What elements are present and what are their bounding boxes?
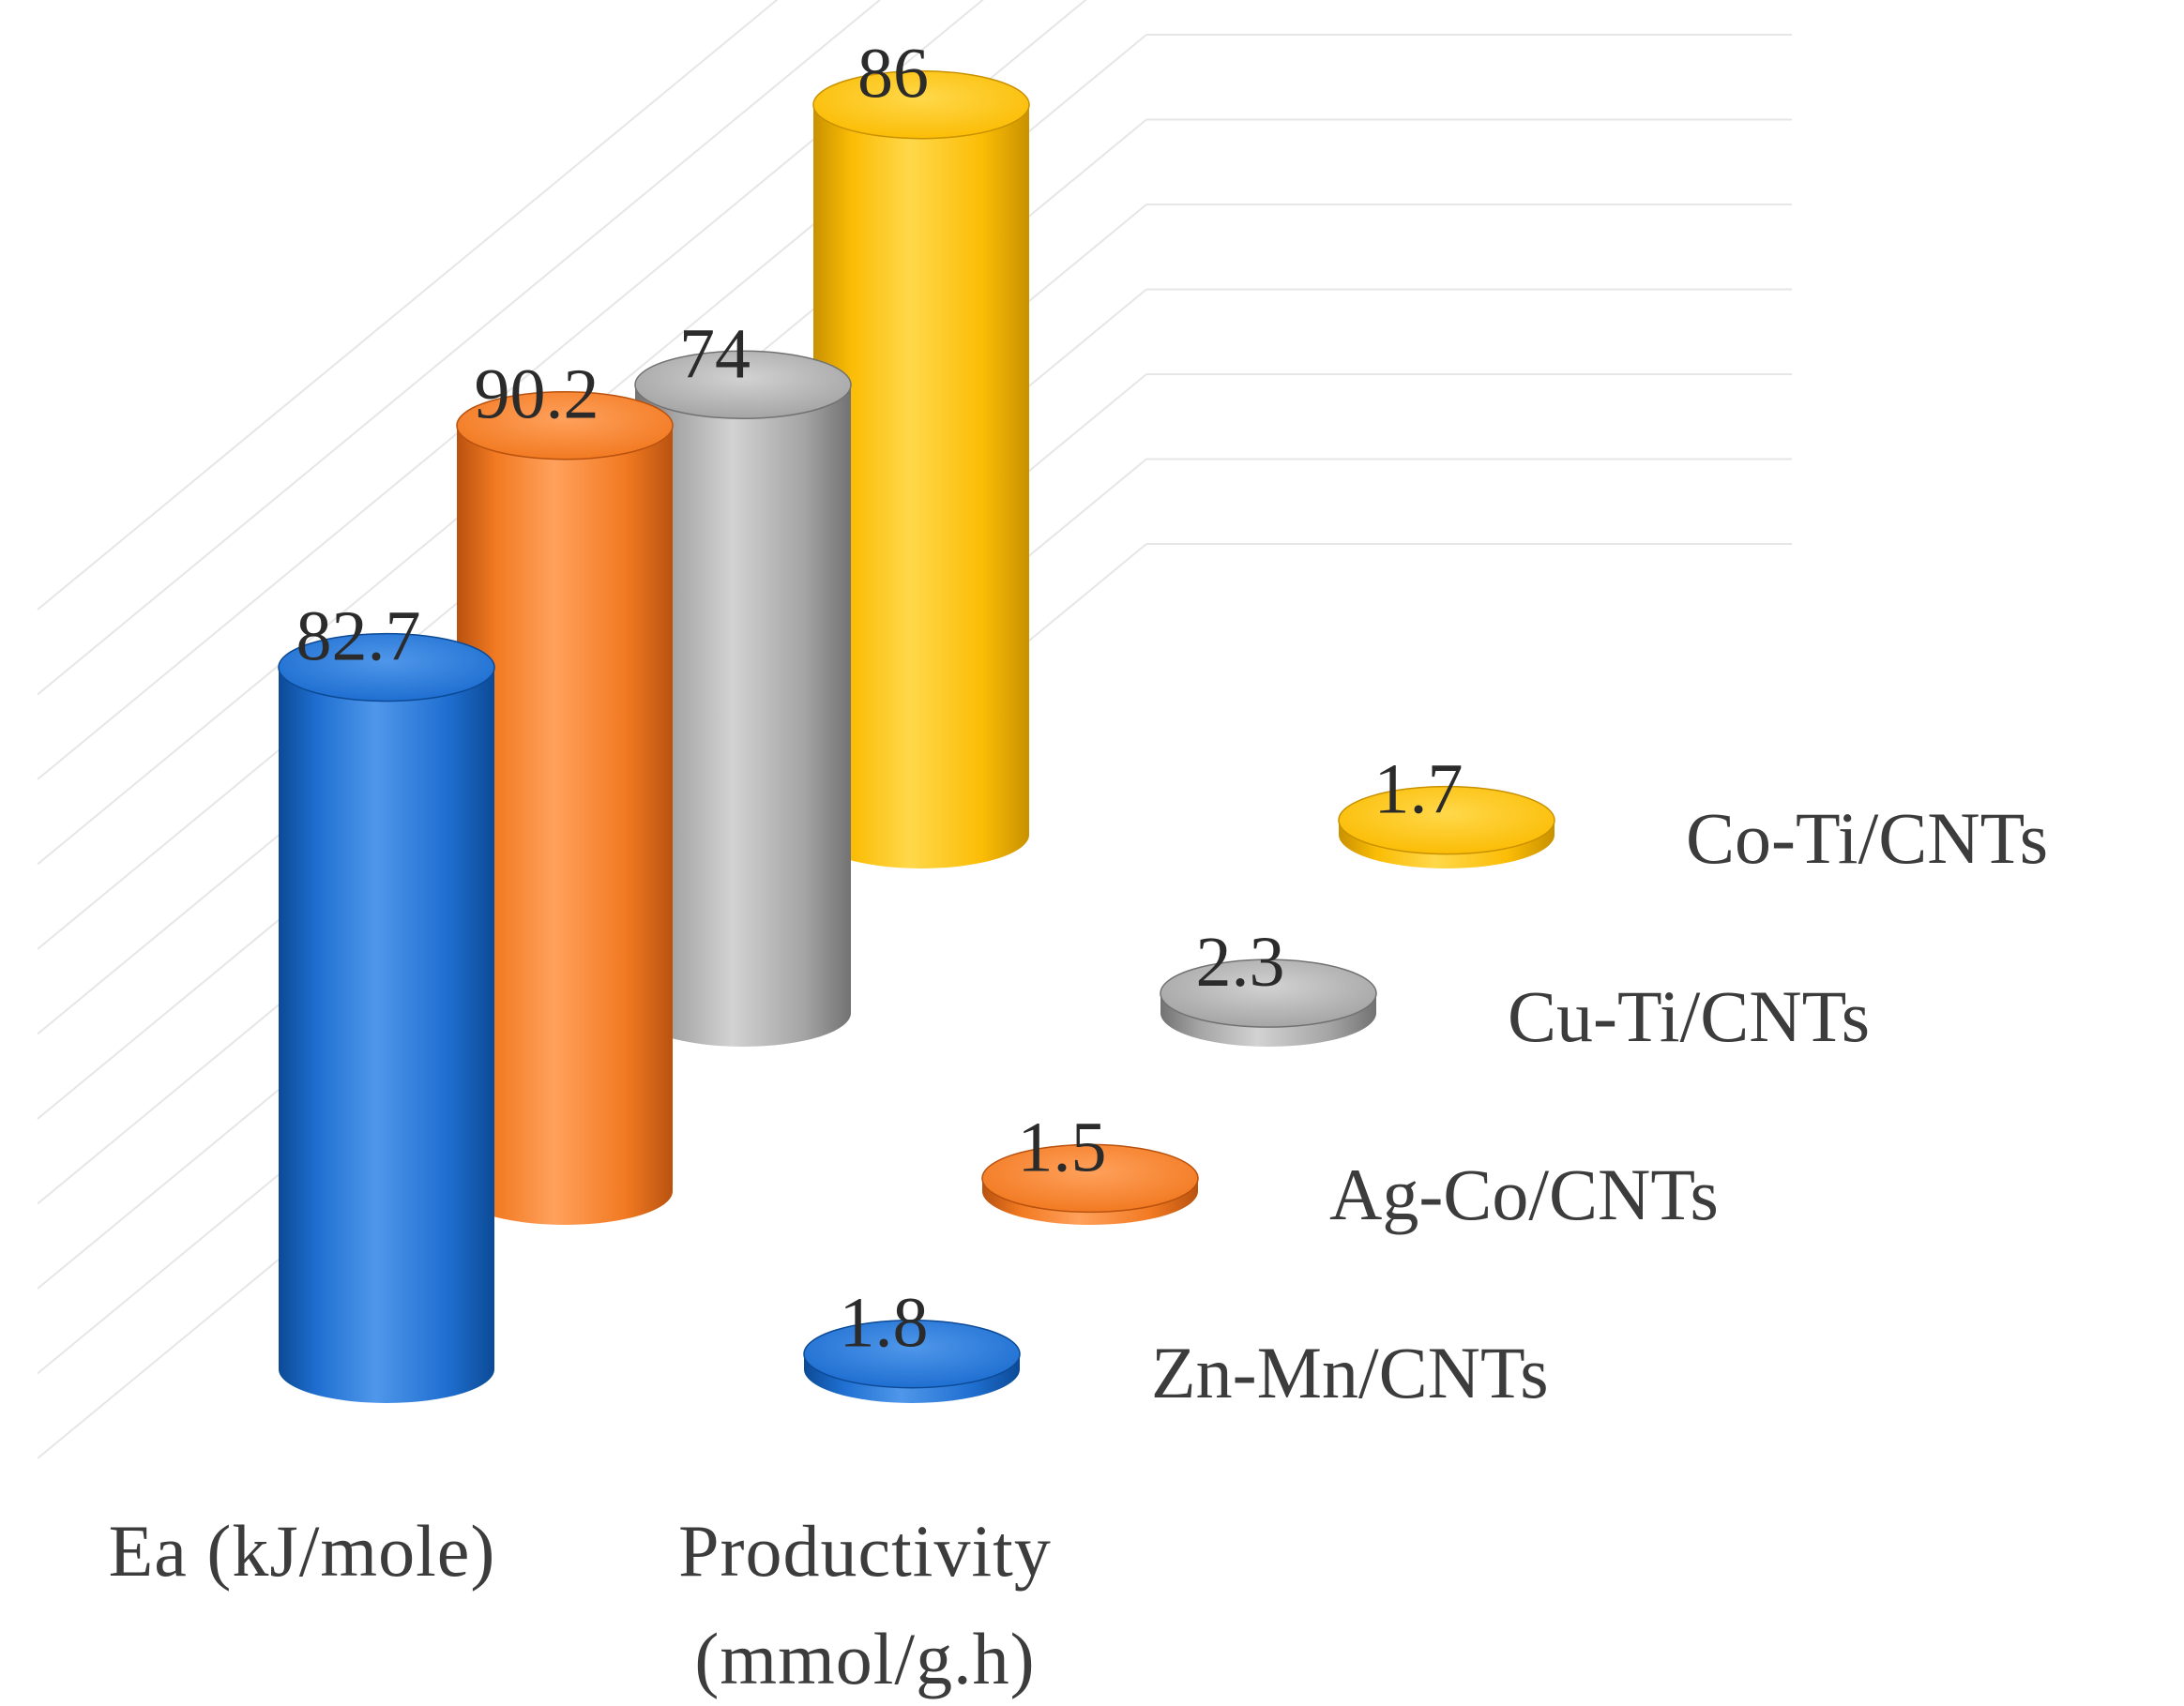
labels-layer: 86 1.7 74 2.3 90.2 1.5 82.7 1.8 Ea (kJ/mole) Prod… — [109, 35, 2049, 1699]
bar-body — [635, 385, 851, 1047]
gridline-left-wall — [37, 0, 984, 780]
bar-Ag-Co/CNTs-1 — [981, 1143, 1199, 1225]
series-label-Cu-Ti/CNTs: Cu-Ti/CNTs — [1508, 975, 1870, 1057]
bar-top — [1160, 959, 1377, 1028]
gridline-left-wall — [37, 0, 779, 611]
bar-top — [278, 632, 495, 702]
data-label: 86 — [857, 35, 929, 113]
bar-body — [456, 425, 673, 1225]
bar-Cu-Ti/CNTs-1 — [1160, 959, 1377, 1047]
bars-layer — [278, 69, 1555, 1403]
bar-body — [279, 667, 494, 1403]
category-label: Productivity (mmol/g.h) — [678, 1510, 1052, 1699]
bar-Ag-Co/CNTs-0 — [456, 390, 674, 1225]
bar-Cu-Ti/CNTs-0 — [634, 350, 852, 1047]
data-label: 74 — [679, 314, 751, 393]
bar-Co-Ti/CNTs-1 — [1338, 785, 1555, 868]
data-label: 90.2 — [475, 355, 599, 434]
bar-top — [981, 1143, 1199, 1214]
series-label-Ag-Co/CNTs: Ag-Co/CNTs — [1329, 1154, 1719, 1235]
bar-Zn-Mn/CNTs-1 — [803, 1319, 1021, 1403]
data-label: 1.8 — [840, 1284, 929, 1363]
bar-top — [456, 390, 674, 460]
data-label: 82.7 — [296, 597, 421, 676]
bar-body — [1160, 993, 1376, 1047]
series-label-Co-Ti/CNTs: Co-Ti/CNTs — [1686, 797, 2048, 879]
bar-body — [813, 104, 1029, 868]
bar-Zn-Mn/CNTs-0 — [278, 632, 495, 1403]
bar-body — [1339, 820, 1555, 868]
data-label: 1.7 — [1374, 750, 1464, 829]
category-label: Ea (kJ/mole) — [109, 1510, 496, 1592]
gridline-left-wall — [37, 0, 882, 696]
data-label: 1.5 — [1018, 1108, 1107, 1186]
data-label: 2.3 — [1196, 923, 1285, 1002]
bar-Co-Ti/CNTs-0 — [812, 69, 1030, 868]
bar-body — [804, 1353, 1020, 1403]
series-label-Zn-Mn/CNTs: Zn-Mn/CNTs — [1151, 1332, 1549, 1413]
bar-top — [634, 350, 852, 420]
bar-top — [1338, 785, 1555, 855]
bar-body — [982, 1178, 1198, 1225]
bar-top — [803, 1319, 1021, 1389]
bar-top — [812, 69, 1030, 140]
